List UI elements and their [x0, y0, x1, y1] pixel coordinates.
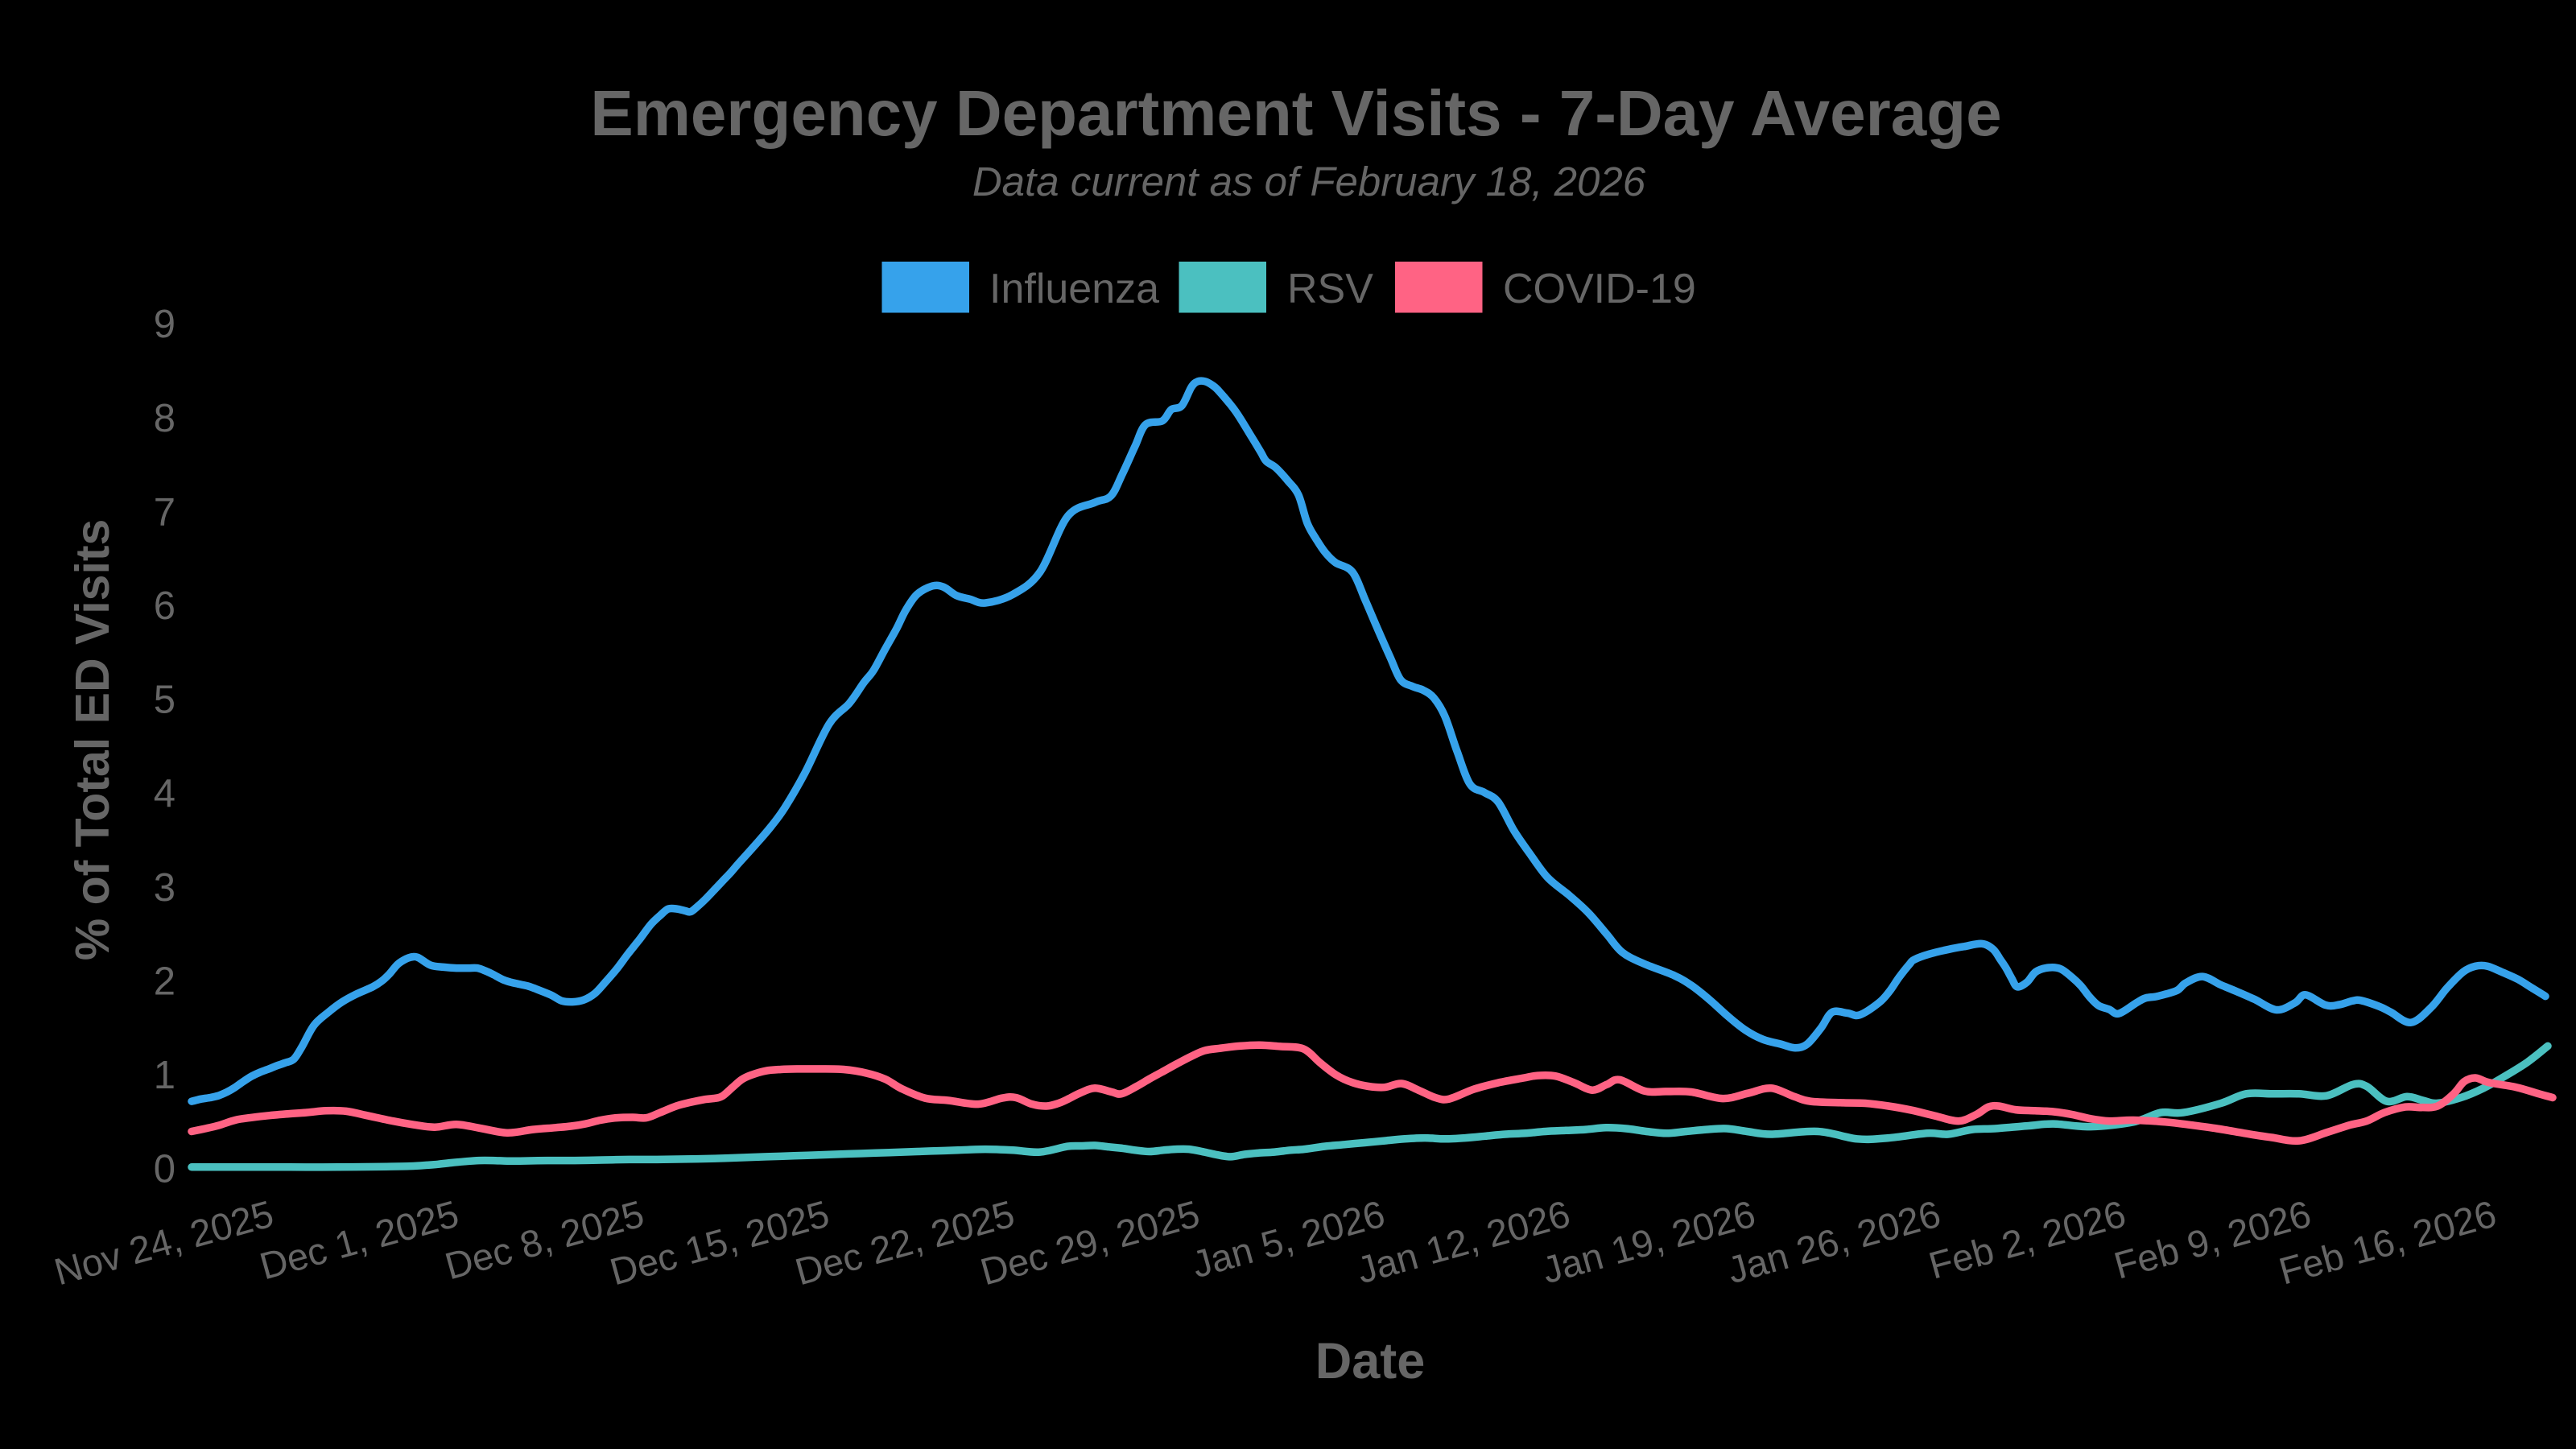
svg-text:% of Total ED Visits: % of Total ED Visits [66, 519, 119, 961]
svg-text:Date: Date [1315, 1333, 1426, 1389]
svg-text:7: 7 [154, 490, 175, 534]
svg-text:Data current as of February 18: Data current as of February 18, 2026 [972, 159, 1646, 204]
svg-text:Emergency Department Visits -: Emergency Department Visits - 7-Day Aver… [590, 77, 2001, 149]
svg-text:2: 2 [154, 960, 175, 1003]
svg-text:8: 8 [154, 397, 175, 440]
svg-text:9: 9 [154, 303, 175, 346]
svg-text:Influenza: Influenza [989, 266, 1159, 312]
svg-text:6: 6 [154, 584, 175, 628]
svg-text:0: 0 [154, 1148, 175, 1191]
svg-text:COVID-19: COVID-19 [1503, 266, 1696, 312]
svg-text:3: 3 [154, 866, 175, 910]
svg-text:4: 4 [154, 772, 175, 815]
svg-text:1: 1 [154, 1054, 175, 1097]
svg-text:5: 5 [154, 679, 175, 722]
svg-text:RSV: RSV [1287, 266, 1373, 312]
